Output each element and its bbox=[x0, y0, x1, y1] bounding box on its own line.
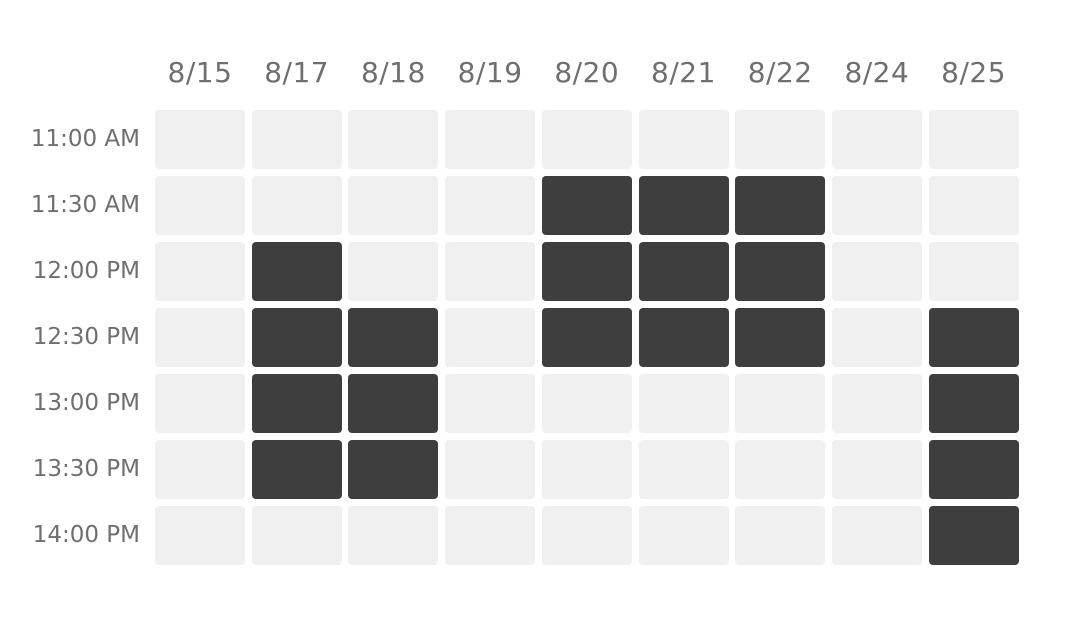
time-slot-selected[interactable] bbox=[251, 374, 342, 433]
time-slot-selected[interactable] bbox=[638, 308, 729, 367]
time-slot[interactable] bbox=[638, 506, 729, 565]
time-slot-selected[interactable] bbox=[541, 242, 632, 301]
time-slot[interactable] bbox=[155, 110, 245, 169]
time-slot[interactable] bbox=[445, 374, 536, 433]
time-slot[interactable] bbox=[831, 176, 922, 235]
date-header-8-21: 8/21 bbox=[651, 56, 716, 89]
time-slot[interactable] bbox=[541, 506, 632, 565]
date-header-8-19: 8/19 bbox=[457, 56, 523, 89]
time-slot[interactable] bbox=[831, 242, 922, 301]
time-slot[interactable] bbox=[541, 440, 632, 499]
time-slot[interactable] bbox=[735, 110, 826, 169]
time-label: 12:00 PM bbox=[32, 258, 140, 284]
date-header-8-18: 8/18 bbox=[360, 56, 426, 89]
time-slot-selected[interactable] bbox=[541, 176, 632, 235]
time-label: 13:30 PM bbox=[32, 456, 140, 482]
time-slot[interactable] bbox=[348, 506, 439, 565]
time-slot[interactable] bbox=[251, 176, 342, 235]
time-slot[interactable] bbox=[155, 440, 245, 499]
date-header-8-15: 8/15 bbox=[167, 56, 233, 89]
time-slot[interactable] bbox=[445, 506, 536, 565]
time-slot[interactable] bbox=[155, 506, 245, 565]
date-header-8-20: 8/20 bbox=[554, 56, 620, 89]
time-slot-selected[interactable] bbox=[251, 242, 342, 301]
date-header-8-25: 8/25 bbox=[941, 56, 1007, 89]
time-slot-selected[interactable] bbox=[735, 242, 826, 301]
time-slot-selected[interactable] bbox=[251, 440, 342, 499]
time-slot[interactable] bbox=[831, 506, 922, 565]
time-slot[interactable] bbox=[831, 440, 922, 499]
time-slot-selected[interactable] bbox=[735, 308, 826, 367]
time-slot[interactable] bbox=[155, 308, 245, 367]
time-slot[interactable] bbox=[638, 110, 729, 169]
time-slot[interactable] bbox=[251, 110, 342, 169]
time-slot[interactable] bbox=[831, 374, 922, 433]
time-slot[interactable] bbox=[638, 440, 729, 499]
time-slot[interactable] bbox=[831, 308, 922, 367]
time-label: 12:30 PM bbox=[32, 324, 140, 350]
date-header-8-24: 8/24 bbox=[844, 56, 910, 89]
time-slot[interactable] bbox=[928, 176, 1019, 235]
time-slot[interactable] bbox=[541, 374, 632, 433]
time-label: 14:00 PM bbox=[32, 522, 140, 548]
time-slot-selected[interactable] bbox=[348, 374, 439, 433]
time-slot-selected[interactable] bbox=[638, 176, 729, 235]
time-slot-selected[interactable] bbox=[928, 506, 1019, 565]
time-label: 13:00 PM bbox=[32, 390, 140, 416]
date-header-8-22: 8/22 bbox=[747, 56, 813, 89]
time-slot[interactable] bbox=[928, 242, 1019, 301]
time-slot-selected[interactable] bbox=[928, 308, 1019, 367]
time-slot[interactable] bbox=[445, 440, 536, 499]
time-slot[interactable] bbox=[348, 242, 439, 301]
date-header-8-17: 8/17 bbox=[264, 56, 330, 89]
time-slot[interactable] bbox=[928, 110, 1019, 169]
time-slot[interactable] bbox=[445, 308, 536, 367]
time-slot[interactable] bbox=[445, 176, 536, 235]
time-slot[interactable] bbox=[251, 506, 342, 565]
time-slot-selected[interactable] bbox=[251, 308, 342, 367]
time-slot[interactable] bbox=[541, 110, 632, 169]
time-slot[interactable] bbox=[155, 176, 245, 235]
time-label: 11:30 AM bbox=[30, 192, 140, 218]
time-slot[interactable] bbox=[638, 374, 729, 433]
time-slot-selected[interactable] bbox=[735, 176, 826, 235]
time-slot[interactable] bbox=[348, 110, 439, 169]
time-label: 11:00 AM bbox=[30, 126, 140, 152]
time-slot-selected[interactable] bbox=[928, 374, 1019, 433]
time-slot[interactable] bbox=[348, 176, 439, 235]
time-slot-selected[interactable] bbox=[928, 440, 1019, 499]
time-slot-selected[interactable] bbox=[348, 440, 439, 499]
time-slot[interactable] bbox=[155, 242, 245, 301]
time-slot[interactable] bbox=[735, 440, 826, 499]
time-slot-selected[interactable] bbox=[638, 242, 729, 301]
time-slot-selected[interactable] bbox=[541, 308, 632, 367]
time-slot[interactable] bbox=[445, 110, 536, 169]
time-slot[interactable] bbox=[155, 374, 245, 433]
time-slot[interactable] bbox=[445, 242, 536, 301]
time-slot-selected[interactable] bbox=[348, 308, 439, 367]
time-slot[interactable] bbox=[735, 374, 826, 433]
time-slot[interactable] bbox=[735, 506, 826, 565]
time-slot[interactable] bbox=[831, 110, 922, 169]
